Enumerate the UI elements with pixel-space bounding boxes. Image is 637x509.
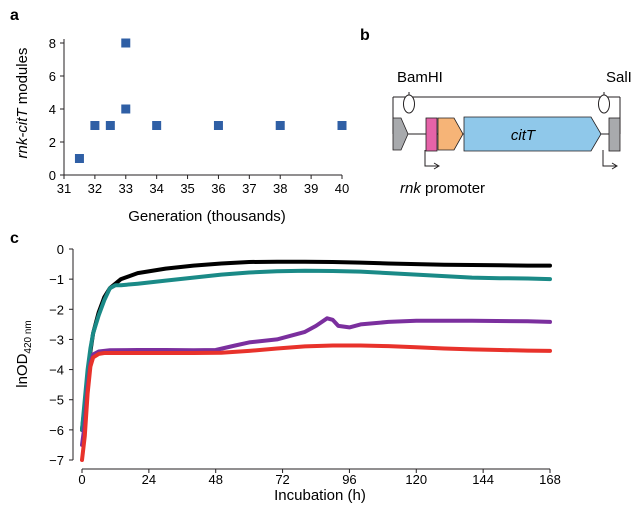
chart-a-point (121, 104, 131, 114)
chart-c-x-tick-label: 24 (142, 472, 156, 487)
chart-a-generation-modules: 31 32 33 34 35 36 37 38 39 40 0 2 4 6 8 Generation (t… (14, 36, 349, 225)
chart-a-y-axis-label-rest: modules (14, 48, 31, 109)
citt-gene-label: citT (511, 127, 537, 144)
chart-c-y-ticks: 0 −1 −2 −3 −4 −5 −6 −7 (49, 242, 73, 468)
chart-a-x-tick-label: 40 (335, 181, 349, 196)
chart-a-y-tick-label: 4 (49, 102, 56, 117)
chart-c-incubation-od: 0 24 48 72 96 120 144 168 0 −1 −2 −3 −4 −5 −6 −7 Incub… (14, 242, 561, 504)
chart-a-x-tick-label: 33 (119, 181, 133, 196)
chart-a-x-tick-label: 37 (242, 181, 256, 196)
chart-c-series-line-4 (80, 343, 552, 462)
chart-c-y-tick-label: −4 (49, 363, 64, 378)
chart-c-y-tick-label: −3 (49, 332, 64, 347)
chart-a-point (213, 121, 223, 130)
chart-c-x-axis-label: Incubation (h) (274, 487, 366, 504)
panel-a-label: a (10, 7, 19, 24)
chart-c-y-tick-label: −6 (49, 423, 64, 438)
chart-a-y-ticks: 0 2 4 6 8 (49, 36, 64, 183)
chart-a-y-tick-label: 6 (49, 69, 56, 84)
sali-label: SalI (606, 69, 632, 86)
promoter-arrow-left (424, 150, 438, 167)
chart-a-y-axis-label: rnk-citT modules (14, 48, 31, 159)
chart-a-x-tick-label: 38 (273, 181, 287, 196)
grey-block-left (392, 117, 409, 151)
citt-gene-block (463, 116, 602, 152)
promoter-arrow-left-head (433, 162, 440, 170)
chart-c-y-axis-label-sub: 420 nm (23, 320, 34, 353)
chart-a-y-tick-label: 0 (49, 168, 56, 183)
chart-a-y-tick-label: 2 (49, 135, 56, 150)
chart-a-point (90, 121, 100, 130)
promoter-arrow-right-head (611, 162, 618, 170)
chart-a-x-tick-label: 39 (304, 181, 318, 196)
chart-a-x-tick-label: 35 (180, 181, 194, 196)
chart-a-x-axis-label: Generation (thousands) (128, 208, 286, 225)
chart-c-y-tick-label: −1 (49, 272, 64, 287)
promoter-arrow-right (602, 150, 616, 167)
chart-c-x-ticks: 0 24 48 72 96 120 144 168 (78, 469, 561, 487)
terminator-right-icon (598, 94, 610, 114)
chart-a-points (74, 38, 347, 163)
orange-block (437, 117, 464, 151)
chart-a-x-tick-label: 36 (211, 181, 225, 196)
chart-c-x-tick-label: 72 (275, 472, 289, 487)
chart-a-point (152, 121, 162, 130)
chart-c-y-tick-label: 0 (57, 242, 64, 257)
bamhi-label: BamHI (397, 69, 443, 86)
chart-c-series (80, 259, 552, 462)
chart-a-x-ticks: 31 32 33 34 35 36 37 38 39 40 (57, 175, 349, 196)
diagram-b-construct: BamHI SalI citT rnk promoter (392, 69, 632, 197)
terminator-left-icon (403, 94, 415, 114)
panel-c-label: c (10, 230, 19, 247)
chart-c-y-axis-label-main: lnOD (14, 353, 31, 387)
chart-c-y-axis-label: lnOD420 nm (14, 320, 34, 388)
chart-c-x-tick-label: 48 (208, 472, 222, 487)
chart-a-x-tick-label: 32 (88, 181, 102, 196)
grey-block-right (608, 117, 621, 152)
chart-c-y-tick-label: −5 (49, 393, 64, 408)
chart-a-point (337, 121, 347, 130)
chart-c-y-tick-label: −2 (49, 302, 64, 317)
chart-a-x-tick-label: 34 (149, 181, 163, 196)
chart-a-y-tick-label: 8 (49, 36, 56, 51)
panel-b-label: b (360, 27, 370, 44)
chart-c-series-line-2 (80, 268, 552, 432)
chart-a-x-tick-label: 31 (57, 181, 71, 196)
chart-c-series-line-3 (80, 316, 552, 447)
chart-c-y-tick-label: −7 (49, 453, 64, 468)
pink-block (425, 117, 438, 152)
rnk-promoter-text: promoter (421, 180, 485, 197)
chart-a-point (275, 121, 285, 130)
chart-c-x-tick-label: 0 (78, 472, 85, 487)
chart-c-x-tick-label: 96 (342, 472, 356, 487)
chart-c-x-tick-label: 168 (539, 472, 561, 487)
chart-a-point (121, 38, 131, 48)
chart-c-x-tick-label: 120 (405, 472, 427, 487)
chart-a-y-axis-label-italic: rnk-citT (14, 107, 31, 159)
rnk-promoter-italic: rnk (400, 180, 422, 197)
rnk-promoter-label: rnk promoter (400, 180, 485, 197)
chart-a-point (105, 121, 115, 130)
chart-c-x-tick-label: 144 (472, 472, 494, 487)
chart-a-point (74, 154, 84, 163)
